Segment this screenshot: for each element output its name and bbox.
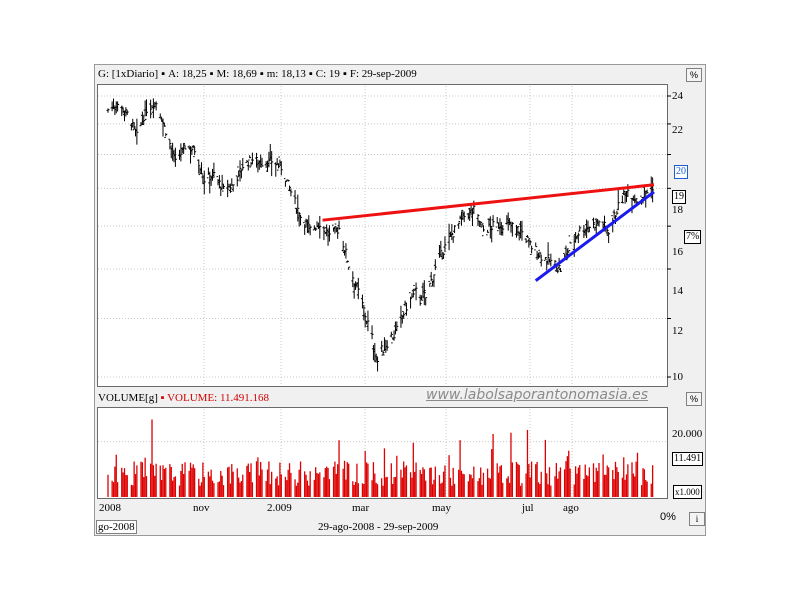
y-tick-22: 22 — [672, 124, 683, 136]
x-label-may: may — [432, 502, 451, 514]
y-tick-12: 12 — [672, 325, 683, 337]
y-tick-14: 14 — [672, 285, 683, 297]
price-percent-button[interactable]: % — [686, 68, 702, 82]
high-value: M: 18,69 — [216, 68, 257, 80]
price-panel — [97, 84, 668, 387]
volume-percent-button[interactable]: % — [686, 392, 702, 406]
resistance-trendline — [322, 183, 655, 222]
price-header: G: [1xDiario] ▪ A: 18,25 ▪ M: 18,69 ▪ m: 18,13… — [98, 68, 417, 80]
volume-last-tag: 11.491 — [672, 452, 704, 466]
volume-tick-20000: 20.000 — [672, 428, 702, 440]
pct-change-tag: 7% — [684, 230, 702, 244]
volume-scale-tag: x1.000 — [673, 485, 702, 499]
low-value: m: 18,13 — [266, 68, 306, 80]
symbol-period: G: [1xDiario] — [98, 68, 159, 80]
x-label-2009: 2.009 — [267, 502, 292, 514]
x-label-mar: mar — [352, 502, 370, 514]
x-label-nov: nov — [193, 502, 210, 514]
date-value: F: 29-sep-2009 — [349, 68, 417, 80]
close-value: C: 19 — [315, 68, 340, 80]
support-trendline — [534, 190, 655, 282]
x-label-2008: 2008 — [99, 502, 121, 514]
x-label-ago: ago — [563, 502, 579, 514]
y-tick-10: 10 — [672, 371, 683, 383]
scroll-start-date[interactable]: go-2008 — [96, 520, 137, 534]
y-tick-24: 24 — [672, 90, 683, 102]
y-tick-16: 16 — [672, 246, 683, 258]
open-value: A: 18,25 — [168, 68, 207, 80]
volume-tick-label: 20.000 — [672, 428, 703, 440]
x-label-jul: jul — [522, 502, 534, 514]
last-price-tag: 19 — [672, 190, 686, 204]
date-range-label: 29-ago-2008 - 29-sep-2009 — [318, 521, 439, 533]
y-tick-18: 18 — [672, 204, 683, 216]
info-button[interactable]: i — [689, 512, 705, 526]
volume-header: VOLUME[g] ▪ VOLUME: 11.491.168 — [98, 392, 270, 404]
volume-label: VOLUME[g] — [98, 392, 158, 404]
volume-value: VOLUME: 11.491.168 — [167, 392, 270, 404]
watermark-link[interactable]: www.labolsaporantonomasia.es — [426, 387, 649, 403]
zero-percent-label: 0% — [660, 511, 676, 523]
price-marker-tag: 20 — [674, 165, 688, 179]
